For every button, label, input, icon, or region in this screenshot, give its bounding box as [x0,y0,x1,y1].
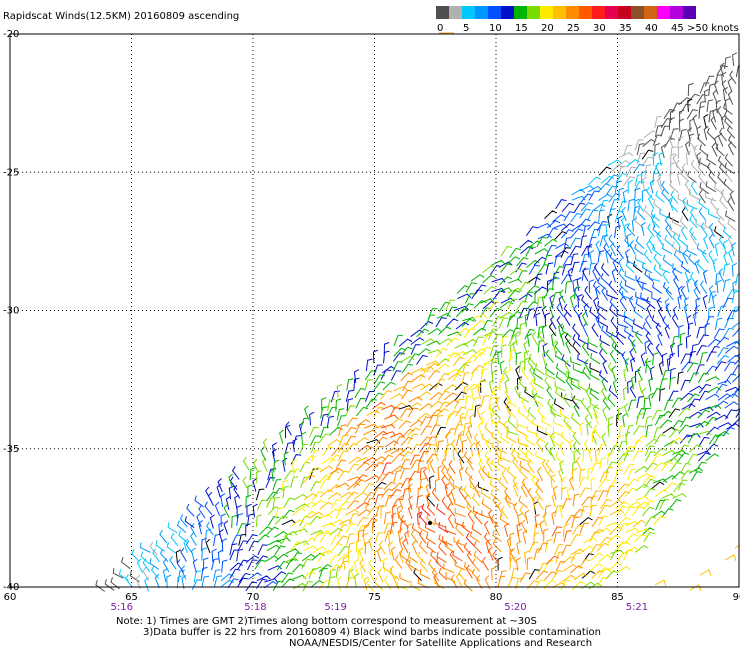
wind-barb-group [140,163,740,590]
lat-tick-label: -35 [3,444,19,455]
wind-barb-group [329,370,609,592]
legend-label: 30 [593,23,606,34]
lat-tick-label: -40 [3,582,19,593]
legend-color-boxes [436,6,696,19]
legend-box [527,6,540,19]
footnotes: Note: 1) Times are GMT 2)Times along bot… [116,616,601,649]
map-title: Rapidscat Winds(12.5KM) 20160809 ascendi… [3,11,239,22]
wind-barb-group [274,301,684,592]
legend-box [683,6,696,19]
legend-box [631,6,644,19]
latitude-labels: -20 -25 -30 -35 -40 [3,29,19,593]
wind-barb-group [175,98,724,581]
lat-tick-label: -30 [3,306,19,317]
note-line-2: 3)Data buffer is 22 hrs from 20160809 4)… [143,627,601,638]
wind-barb-group [223,236,730,592]
legend-box [449,6,462,19]
wind-barb-group [242,245,712,592]
legend-box [501,6,514,19]
legend-box [592,6,605,19]
legend-box [436,6,449,19]
time-label: 5:19 [324,602,346,613]
lon-tick-label: 70 [247,592,260,603]
color-legend: 0 5 10 15 20 25 30 35 40 45 >50 knots [436,6,739,34]
legend-label: 0 [437,23,443,34]
legend-box [475,6,488,19]
legend-label: 45 [671,23,684,34]
legend-box [566,6,579,19]
legend-max-label: >50 knots [687,23,739,34]
wind-barb-group [184,199,740,592]
legend-box [579,6,592,19]
longitude-labels: 60 65 70 75 80 85 90 [4,592,740,603]
legend-box [553,6,566,19]
legend-box [618,6,631,19]
legend-box [514,6,527,19]
lat-tick-label: -25 [3,167,19,178]
time-label: 5:21 [626,602,648,613]
legend-box [462,6,475,19]
legend-label: 25 [567,23,580,34]
wind-barbs-layer [95,52,740,592]
legend-labels: 0 5 10 15 20 25 30 35 40 45 [437,23,684,34]
lon-tick-label: 75 [368,592,381,603]
wind-barb-group [135,115,737,590]
legend-label: 20 [541,23,554,34]
time-labels: 5:16 5:18 5:19 5:20 5:21 [111,602,649,613]
note-line-1: Note: 1) Times are GMT 2)Times along bot… [116,616,537,627]
wind-barb-group [176,190,740,589]
legend-box [605,6,618,19]
wind-barb-group [118,151,740,592]
wind-barb-group [355,401,572,587]
legend-box [670,6,683,19]
lon-tick-label: 90 [733,592,740,603]
legend-box [644,6,657,19]
lon-tick-label: 65 [125,592,138,603]
lon-tick-label: 60 [4,592,17,603]
legend-label: 35 [619,23,632,34]
wind-barb-group [95,52,740,592]
time-label: 5:16 [111,602,133,613]
legend-box [657,6,670,19]
time-label: 5:18 [244,602,266,613]
wind-barb-group [382,462,475,547]
legend-box [540,6,553,19]
legend-label: 15 [515,23,528,34]
legend-label: 40 [645,23,658,34]
time-label: 5:20 [504,602,526,613]
note-line-3: NOAA/NESDIS/Center for Satellite Applica… [289,638,592,649]
legend-box [488,6,501,19]
legend-label: 5 [463,23,469,34]
lon-tick-label: 80 [490,592,503,603]
legend-label: 10 [489,23,502,34]
lat-tick-label: -20 [3,29,19,40]
lon-tick-label: 85 [611,592,624,603]
lat-lon-grid [10,34,739,587]
contamination-dot [428,521,432,525]
wind-barb-group [302,356,740,592]
map-frame [9,33,740,588]
